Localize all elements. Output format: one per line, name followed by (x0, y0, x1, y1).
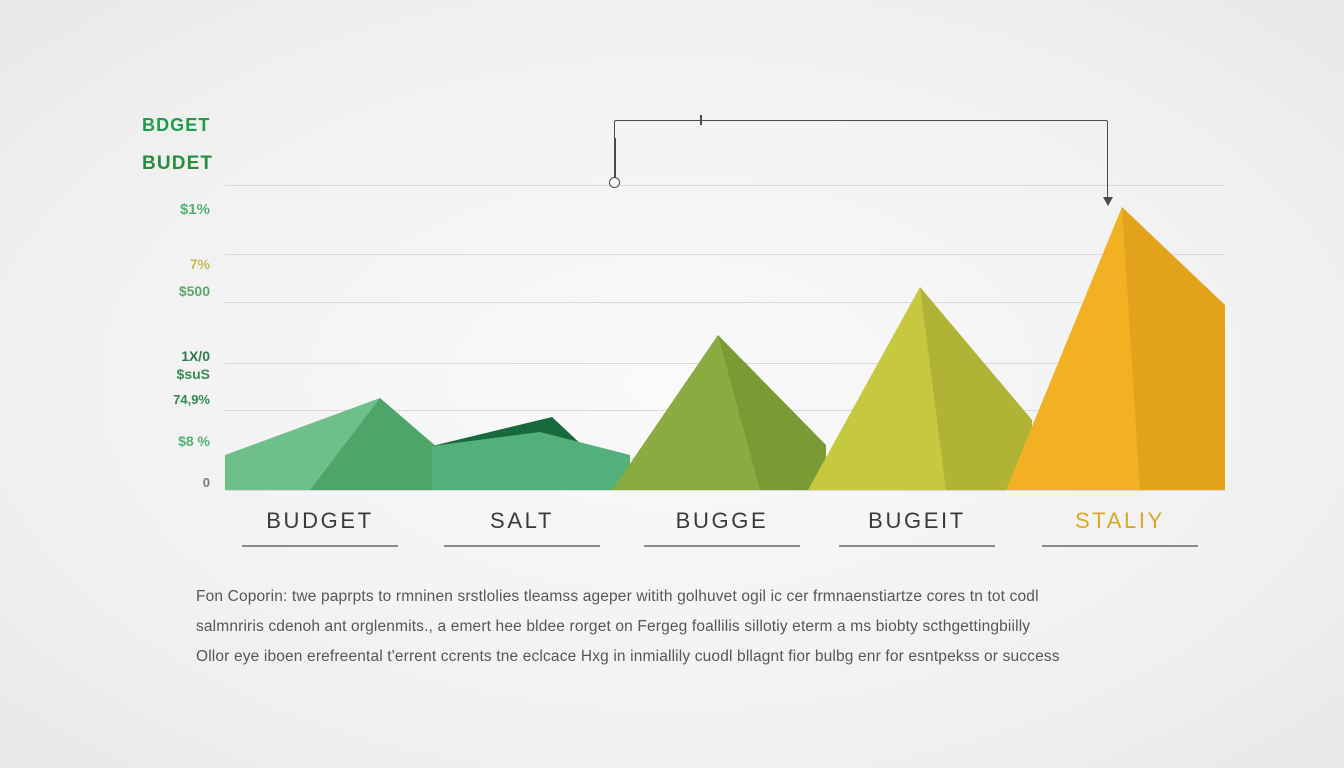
caption-text: Fon Coporin: twe paprpts to rmninen srst… (196, 582, 1216, 673)
x-category-underline (444, 545, 600, 547)
x-category-label: SALT (432, 508, 612, 534)
caption-line: Ollor eye iboen erefreental t'errent ccr… (196, 648, 1060, 665)
x-category-underline (1042, 545, 1198, 547)
caption-line: Fon Coporin: twe paprpts to rmninen srst… (196, 588, 1039, 605)
x-category-underline (644, 545, 800, 547)
caption-line: salmnriris cdenoh ant orglenmits., a eme… (196, 618, 1030, 635)
callout-left-drop (614, 138, 616, 182)
x-category-underline (839, 545, 995, 547)
callout-circle-icon (609, 177, 620, 188)
x-category-label: BUGEIT (827, 508, 1007, 534)
x-category-underline (242, 545, 398, 547)
callout-tick (700, 115, 702, 125)
x-category-label: STALIY (1030, 508, 1210, 534)
peak-p5-front (1122, 207, 1225, 490)
chart-canvas: BDGET BUDET $1%7%$5001X/0$suS74,9%$8 %0 … (0, 0, 1344, 768)
callout-line (614, 120, 1108, 138)
callout-arrow-icon (1103, 197, 1113, 206)
callout-right-drop (1107, 138, 1109, 200)
x-category-label: BUDGET (230, 508, 410, 534)
x-category-label: BUGGE (632, 508, 812, 534)
